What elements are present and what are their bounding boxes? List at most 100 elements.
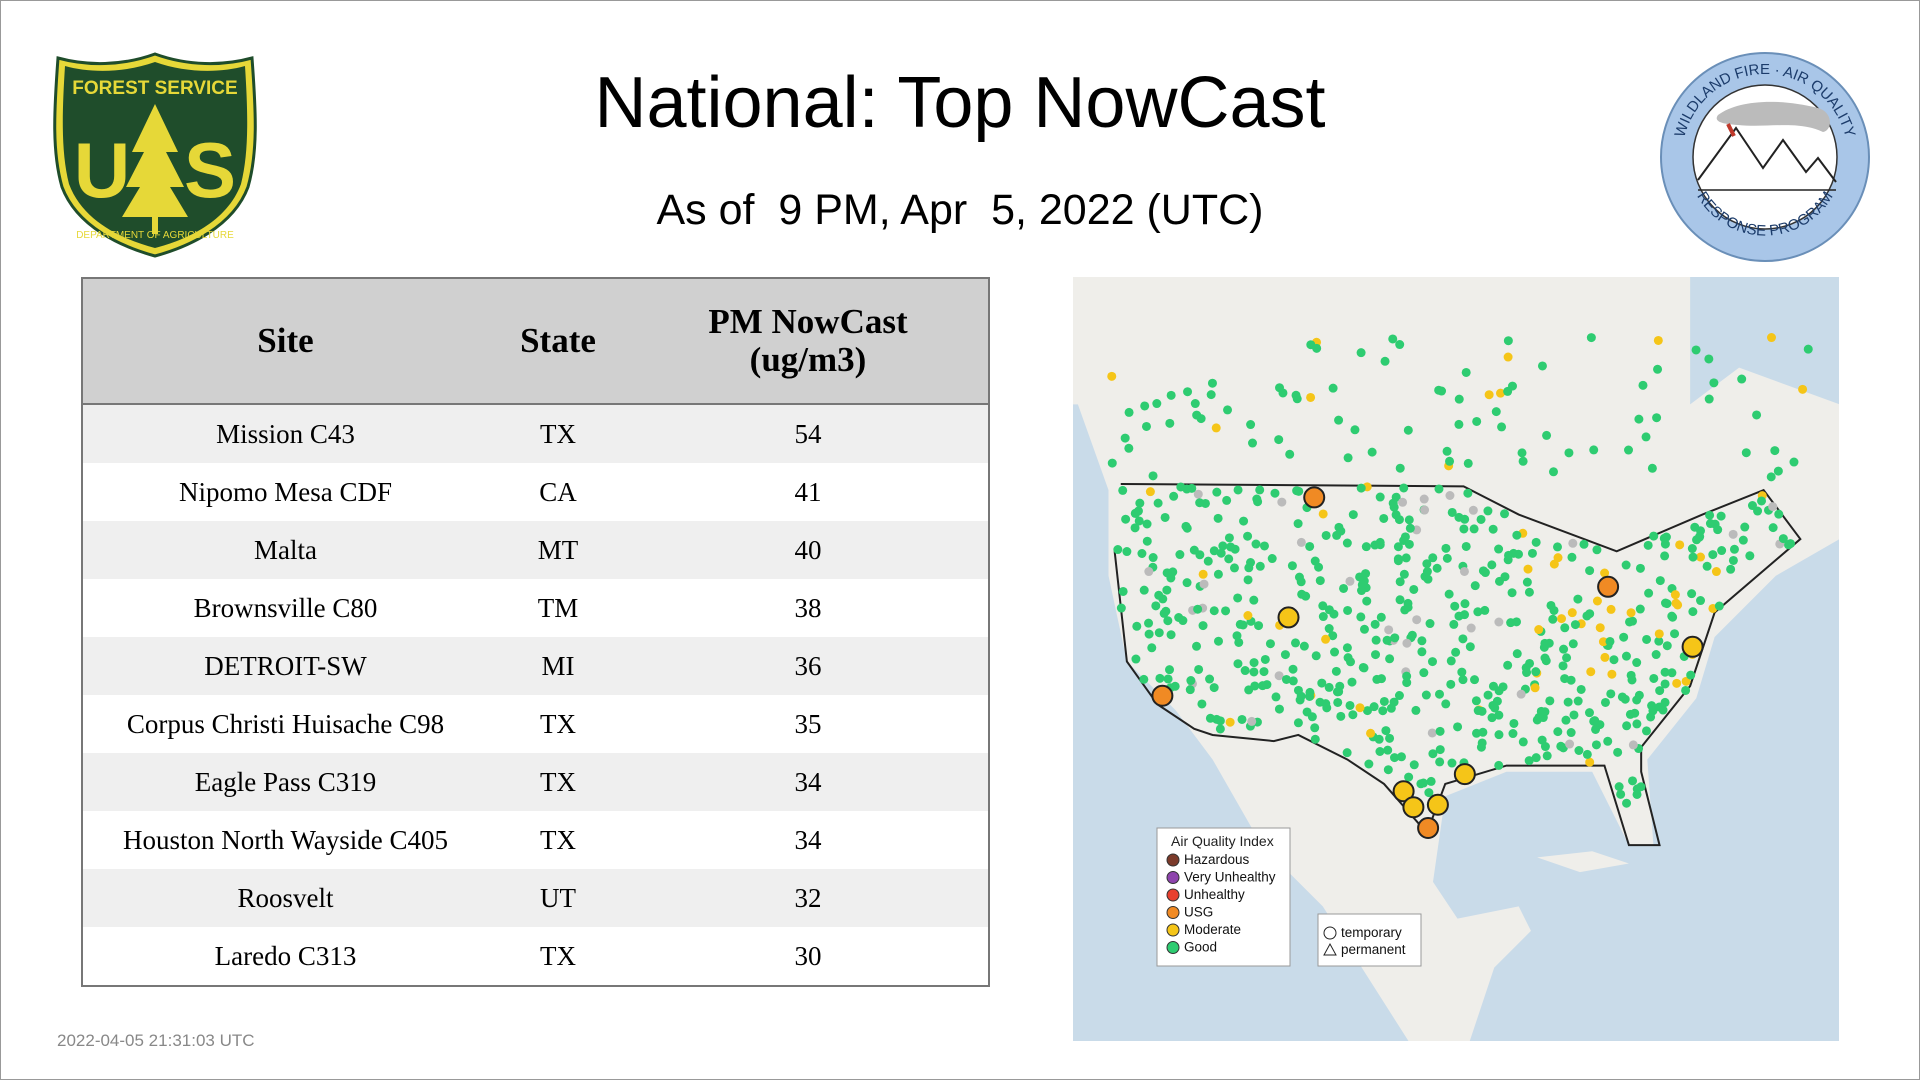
site-dot: [1209, 546, 1219, 556]
site-dot: [1435, 757, 1445, 767]
site-dot: [1496, 388, 1506, 398]
site-dot: [1667, 611, 1677, 621]
site-dot: [1247, 716, 1257, 726]
site-dot: [1634, 690, 1644, 700]
site-dot: [1445, 490, 1455, 500]
site-dot: [1641, 432, 1651, 442]
site-dot: [1450, 601, 1460, 611]
site-dot: [1342, 748, 1352, 758]
site-dot: [1254, 621, 1264, 631]
site-dot: [1203, 556, 1213, 566]
site-dot: [1651, 650, 1661, 660]
site-dot: [1768, 502, 1778, 512]
site-cell: Roosvelt: [82, 869, 488, 927]
legend-label: Hazardous: [1184, 852, 1250, 867]
site-dot: [1384, 625, 1394, 635]
site-dot: [1405, 523, 1415, 533]
site-dot: [1531, 753, 1541, 763]
site-dot: [1653, 335, 1663, 345]
page-title: National: Top NowCast: [594, 63, 1326, 143]
site-dot: [1370, 619, 1380, 629]
site-dot: [1626, 608, 1636, 618]
site-dot: [1653, 364, 1663, 374]
legend-box: [1317, 913, 1422, 967]
site-dot: [1630, 708, 1640, 718]
site-dot: [1592, 545, 1602, 555]
site-dot: [1480, 605, 1490, 615]
site-dot: [1704, 354, 1714, 364]
site-dot: [1561, 715, 1571, 725]
site-dot: [1307, 712, 1317, 722]
site-dot: [1473, 706, 1483, 716]
site-dot: [1160, 512, 1170, 522]
site-dot: [1445, 456, 1455, 466]
site-dot: [1454, 394, 1464, 404]
site-dot: [1729, 544, 1739, 554]
site-dot: [1211, 423, 1221, 433]
site-dot: [1306, 392, 1316, 402]
site-dot: [1434, 484, 1444, 494]
site-dot: [1248, 438, 1258, 448]
site-dot: [1207, 378, 1217, 388]
state-cell: TX: [488, 404, 628, 463]
site-dot: [1614, 782, 1624, 792]
site-dot: [1355, 703, 1365, 713]
site-dot: [1274, 704, 1284, 714]
site-dot: [1402, 671, 1412, 681]
site-dot: [1606, 689, 1616, 699]
site-dot: [1246, 420, 1256, 430]
aqi-map: Air Quality Index Hazardous Very Unhealthy…: [1073, 277, 1839, 1041]
site-cell: Nipomo Mesa CDF: [82, 463, 488, 521]
site-dot: [1566, 728, 1576, 738]
site-dot: [1522, 577, 1532, 587]
site-dot: [1441, 543, 1451, 553]
site-dot: [1130, 523, 1140, 533]
site-dot: [1655, 576, 1665, 586]
site-dot: [1346, 657, 1356, 667]
site-dot: [1154, 590, 1164, 600]
site-dot: [1233, 593, 1243, 603]
site-dot: [1494, 730, 1504, 740]
site-dot: [1757, 496, 1767, 506]
site-dot: [1409, 760, 1419, 770]
site-dot: [1688, 552, 1698, 562]
site-dot: [1222, 495, 1232, 505]
table-row: Corpus Christi Huisache C98 TX 35: [82, 695, 989, 753]
site-dot: [1549, 559, 1559, 569]
site-dot: [1432, 563, 1442, 573]
site-dot: [1586, 667, 1596, 677]
site-dot: [1635, 563, 1645, 573]
site-dot: [1460, 610, 1470, 620]
site-dot: [1568, 538, 1578, 548]
site-dot: [1249, 595, 1259, 605]
site-dot: [1259, 541, 1269, 551]
site-dot: [1285, 449, 1295, 459]
site-dot: [1446, 679, 1456, 689]
site-dot: [1628, 776, 1638, 786]
site-dot: [1396, 752, 1406, 762]
site-dot: [1193, 604, 1203, 614]
site-dot: [1422, 559, 1432, 569]
site-dot: [1537, 735, 1547, 745]
site-dot: [1409, 584, 1419, 594]
site-dot: [1198, 621, 1208, 631]
site-dot: [1393, 542, 1403, 552]
site-dot: [1592, 596, 1602, 606]
site-dot: [1726, 564, 1736, 574]
site-dot: [1512, 530, 1522, 540]
site-dot: [1598, 637, 1608, 647]
site-dot: [1442, 446, 1452, 456]
site-dot: [1395, 463, 1405, 473]
site-dot: [1690, 522, 1700, 532]
site-dot: [1148, 553, 1158, 563]
site-dot: [1654, 702, 1664, 712]
site-dot: [1461, 541, 1471, 551]
site-dot: [1589, 716, 1599, 726]
site-cell: Laredo C313: [82, 927, 488, 986]
site-dot: [1169, 491, 1179, 501]
site-dot: [1686, 670, 1696, 680]
site-dot: [1398, 497, 1408, 507]
site-dot: [1118, 485, 1128, 495]
site-dot: [1371, 635, 1381, 645]
site-dot: [1139, 674, 1149, 684]
